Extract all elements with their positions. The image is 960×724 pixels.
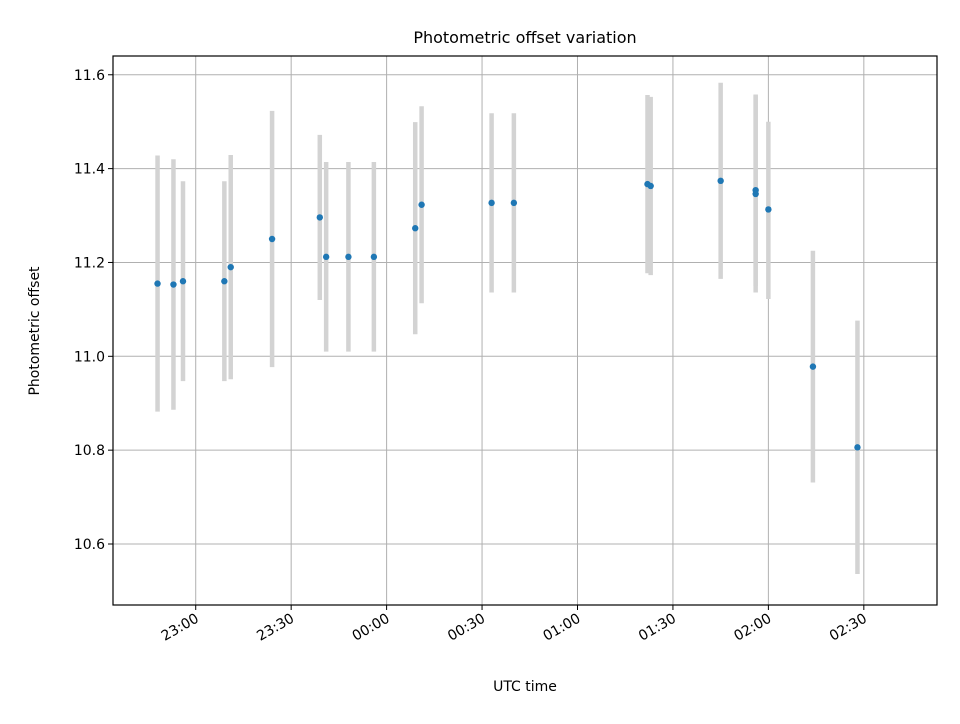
data-point [854, 444, 861, 451]
data-point [179, 278, 187, 285]
data-point [316, 214, 323, 221]
data-point [809, 363, 817, 370]
data-point [154, 280, 161, 287]
data-point [221, 278, 228, 285]
data-point [418, 201, 425, 208]
data-point [227, 263, 234, 271]
data-point [345, 253, 352, 261]
data-point [765, 206, 772, 213]
y-tick-label: 11.4 [74, 162, 105, 178]
data-points [154, 177, 861, 451]
data-point [412, 225, 419, 232]
data-point [752, 187, 759, 194]
y-tick-label: 11.0 [74, 349, 105, 365]
x-axis-label: UTC time [493, 679, 557, 695]
data-point [647, 182, 654, 190]
data-point [370, 253, 378, 261]
data-point [717, 177, 724, 185]
y-tick-label: 11.2 [74, 255, 105, 271]
data-point [268, 235, 276, 243]
data-point [510, 199, 518, 207]
y-tick-label: 10.6 [74, 537, 105, 553]
data-point [322, 253, 330, 261]
data-point [170, 281, 177, 288]
y-tick-label: 10.8 [74, 443, 105, 459]
data-point [488, 199, 495, 207]
grid [113, 56, 937, 605]
plot-frame [112, 55, 938, 606]
y-tick-label: 11.6 [74, 68, 105, 84]
y-axis-label: Photometric offset [27, 266, 43, 396]
y-axis-ticks: 10.6 10.8 11.0 11.2 11.4 11.6 [74, 68, 113, 553]
chart-title: Photometric offset variation [413, 28, 636, 47]
